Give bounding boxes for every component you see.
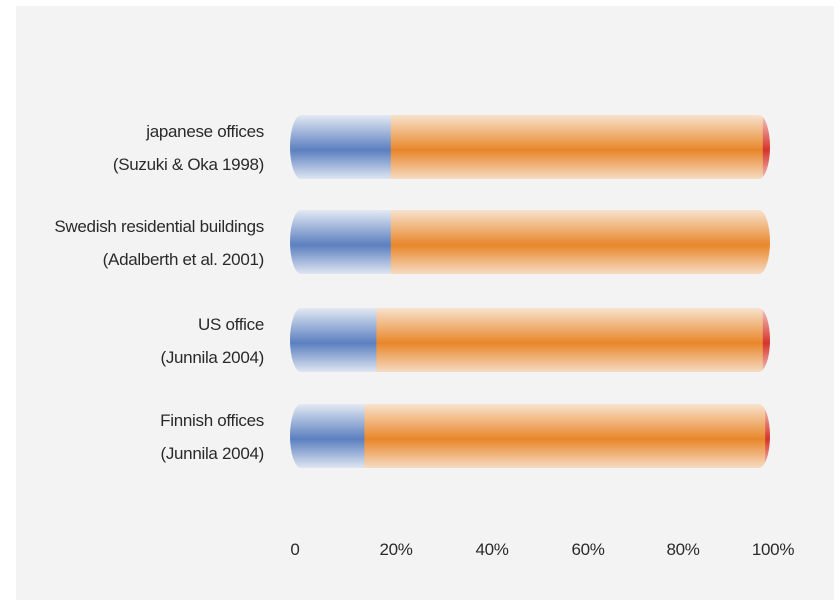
bar-group <box>290 115 770 179</box>
bar-segment-1 <box>364 404 766 468</box>
bar-segment-2 <box>762 308 770 372</box>
x-tick-label: 20% <box>379 540 412 559</box>
category-label: US office <box>198 315 264 334</box>
bar-segment-2 <box>765 404 770 468</box>
category-label: (Suzuki & Oka 1998) <box>113 155 264 174</box>
bar-group <box>290 404 770 468</box>
x-axis-ticks: 0 20% 40% 60% 80% 100% <box>290 540 794 559</box>
x-tick-label: 0 <box>290 540 299 559</box>
bar-group <box>290 210 770 274</box>
category-label: japanese offices <box>145 122 264 141</box>
bar-group <box>290 308 770 372</box>
category-label: Finnish offices <box>160 411 264 430</box>
bar-segment-0 <box>290 115 392 179</box>
chart-background <box>16 6 834 600</box>
category-label: Swedish residential buildings <box>54 217 264 236</box>
bar-segment-0 <box>290 404 365 468</box>
category-label: (Adalberth et al. 2001) <box>103 250 264 269</box>
category-label: (Junnila 2004) <box>160 348 264 367</box>
bar-segment-1 <box>376 308 764 372</box>
bar-segment-2 <box>762 115 770 179</box>
bars-layer <box>290 115 770 468</box>
category-label: (Junnila 2004) <box>160 444 264 463</box>
bar-segment-1 <box>390 115 764 179</box>
bar-segment-0 <box>290 308 377 372</box>
bar-segment-1 <box>390 210 770 274</box>
x-tick-label: 40% <box>475 540 508 559</box>
category-labels: japanese offices (Suzuki & Oka 1998) Swedi… <box>54 122 264 463</box>
bar-segment-0 <box>290 210 392 274</box>
x-tick-label: 60% <box>571 540 604 559</box>
x-tick-label: 100% <box>752 540 794 559</box>
x-tick-label: 80% <box>666 540 699 559</box>
